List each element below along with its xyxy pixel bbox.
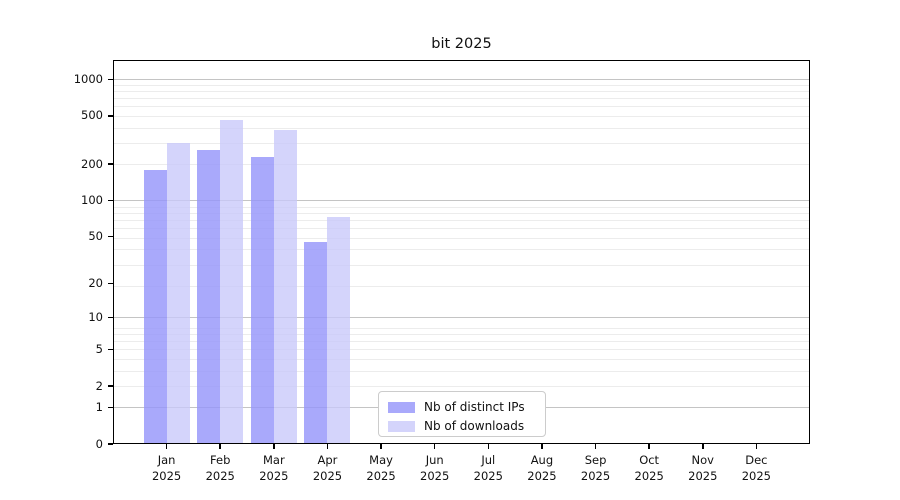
y-axis-tick [108,406,113,409]
x-axis-tick-label: Oct 2025 [634,453,664,483]
x-axis-tick-label: Mar 2025 [259,453,289,483]
minor-gridline [113,219,810,221]
x-axis-tick [702,444,704,449]
major-gridline [113,200,810,202]
y-axis-tick [108,163,113,165]
y-axis-tick [108,78,113,81]
minor-gridline [113,85,810,87]
bar-feb-distinct-ips [197,150,221,444]
x-axis-tick-label: Jul 2025 [473,453,503,483]
x-axis-tick [165,444,168,449]
minor-gridline [113,91,810,93]
y-axis-tick-label: 5 [95,341,103,356]
minor-gridline [113,143,810,145]
y-axis-tick-label: 2 [95,378,103,393]
x-axis-tick-label: Jan 2025 [151,453,182,483]
y-axis-tick [108,199,113,202]
x-axis-tick [487,444,490,449]
legend-label: Nb of distinct IPs [424,400,525,414]
legend: Nb of distinct IPs Nb of downloads [378,391,546,437]
y-axis-tick [108,385,113,387]
minor-gridline [113,164,810,166]
bar-feb-downloads [220,119,244,444]
legend-swatch-downloads [388,420,415,432]
bar-apr-downloads [327,216,351,444]
y-axis-tick-label: 1 [95,399,103,414]
bar-mar-downloads [273,129,297,444]
x-axis-tick-label: Apr 2025 [312,453,343,483]
legend-label: Nb of downloads [424,419,525,433]
minor-gridline [113,237,810,239]
minor-gridline [113,285,810,287]
minor-gridline [113,370,810,372]
x-axis-tick [594,444,597,449]
bar-jan-downloads [166,142,190,444]
x-axis-tick-label: Aug 2025 [527,453,557,483]
y-axis-tick-label: 10 [88,309,103,324]
minor-gridline [113,116,810,118]
y-axis-tick [108,443,113,445]
minor-gridline [113,206,810,208]
x-axis-tick-label: Dec 2025 [741,453,772,483]
bar-mar-distinct-ips [250,156,274,444]
x-axis-tick-label: Jun 2025 [420,453,450,483]
y-axis-tick [108,316,113,319]
y-axis-tick-label: 20 [88,275,103,290]
minor-gridline [113,328,810,330]
x-axis-tick [433,444,436,449]
y-axis-tick-label: 500 [81,108,103,123]
x-axis-tick-label: Sep 2025 [580,453,611,483]
y-axis-tick [108,282,113,285]
minor-gridline [113,334,810,336]
x-axis-tick [541,444,543,449]
x-axis-tick [326,444,329,449]
legend-item: Nb of distinct IPs [388,398,537,416]
x-axis-tick [755,444,758,449]
minor-gridline [113,386,810,388]
minor-gridline [113,106,810,108]
bar-apr-distinct-ips [304,241,328,444]
minor-gridline [113,127,810,129]
x-axis-tick [219,444,221,449]
minor-gridline [113,359,810,361]
legend-item: Nb of downloads [388,417,537,435]
y-axis-tick-label: 200 [81,156,103,171]
x-axis-tick-label: Nov 2025 [688,453,718,483]
minor-gridline [113,227,810,229]
y-axis-tick [108,115,113,117]
minor-gridline [113,98,810,100]
minor-gridline [113,249,810,251]
y-axis-tick-label: 50 [88,229,103,244]
y-axis-tick-label: 100 [81,192,103,207]
major-gridline [113,317,810,319]
chart-title: bit 2025 [431,36,492,52]
y-axis-tick-label: 1000 [73,71,103,86]
legend-swatch-distinct-ips [388,401,415,413]
plot-area [113,60,810,444]
major-gridline [113,79,810,81]
minor-gridline [113,341,810,343]
minor-gridline [113,212,810,214]
bar-jan-distinct-ips [143,169,167,444]
x-axis-tick [648,444,650,449]
minor-gridline [113,349,810,351]
x-axis-tick [273,444,275,449]
x-axis-tick-label: Feb 2025 [205,453,235,483]
y-axis-tick-label: 0 [95,436,103,451]
y-axis-tick [108,348,113,351]
x-axis-tick [380,444,382,449]
minor-gridline [113,264,810,266]
y-axis-tick [108,235,113,238]
x-axis-tick-label: May 2025 [366,453,396,483]
